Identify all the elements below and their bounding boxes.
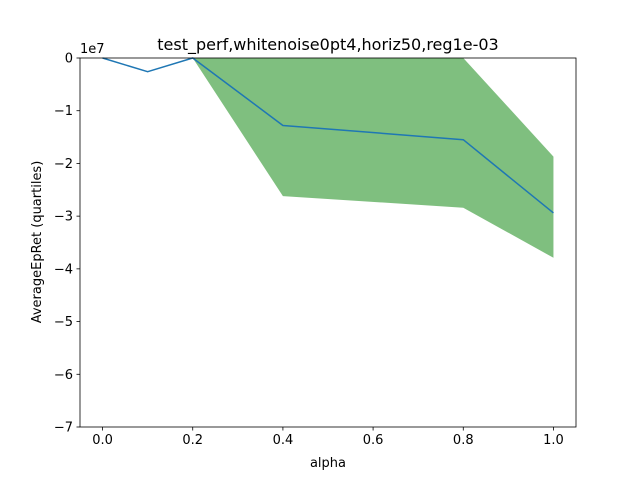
y-tick-label: −4: [54, 262, 73, 277]
x-tick-label: 0.8: [453, 433, 474, 448]
x-ticks: 0.0 0.2 0.4 0.6 0.8 1.0: [92, 427, 564, 448]
x-tick-label: 1.0: [543, 433, 564, 448]
quartile-band-layer: [102, 58, 554, 258]
y-tick-label: −1: [54, 104, 73, 119]
y-tick-label: 0: [65, 52, 73, 67]
x-tick-label: 0.2: [182, 433, 203, 448]
y-ticks: 0 −1 −2 −3 −4 −5 −6 −7: [54, 52, 80, 436]
y-tick-label: −5: [54, 315, 73, 330]
y-tick-label: −2: [54, 157, 73, 172]
x-tick-label: 0.4: [273, 433, 294, 448]
x-tick-label: 0.6: [363, 433, 384, 448]
y-tick-label: −7: [54, 421, 73, 436]
y-axis-label: AverageEpRet (quartiles): [30, 161, 45, 324]
x-tick-label: 0.0: [92, 433, 113, 448]
series-line-0: [102, 57, 554, 214]
axes-frame: [79, 57, 577, 428]
y-axis-offset-label: 1e7: [80, 42, 105, 57]
quartile-band: [102, 58, 554, 258]
y-tick-label: −3: [54, 210, 73, 225]
y-tick-label: −6: [54, 368, 73, 383]
chart-title: test_perf,whitenoise0pt4,horiz50,reg1e-0…: [157, 35, 498, 55]
x-axis-label: alpha: [310, 456, 346, 471]
axes-layer: [79, 57, 577, 428]
